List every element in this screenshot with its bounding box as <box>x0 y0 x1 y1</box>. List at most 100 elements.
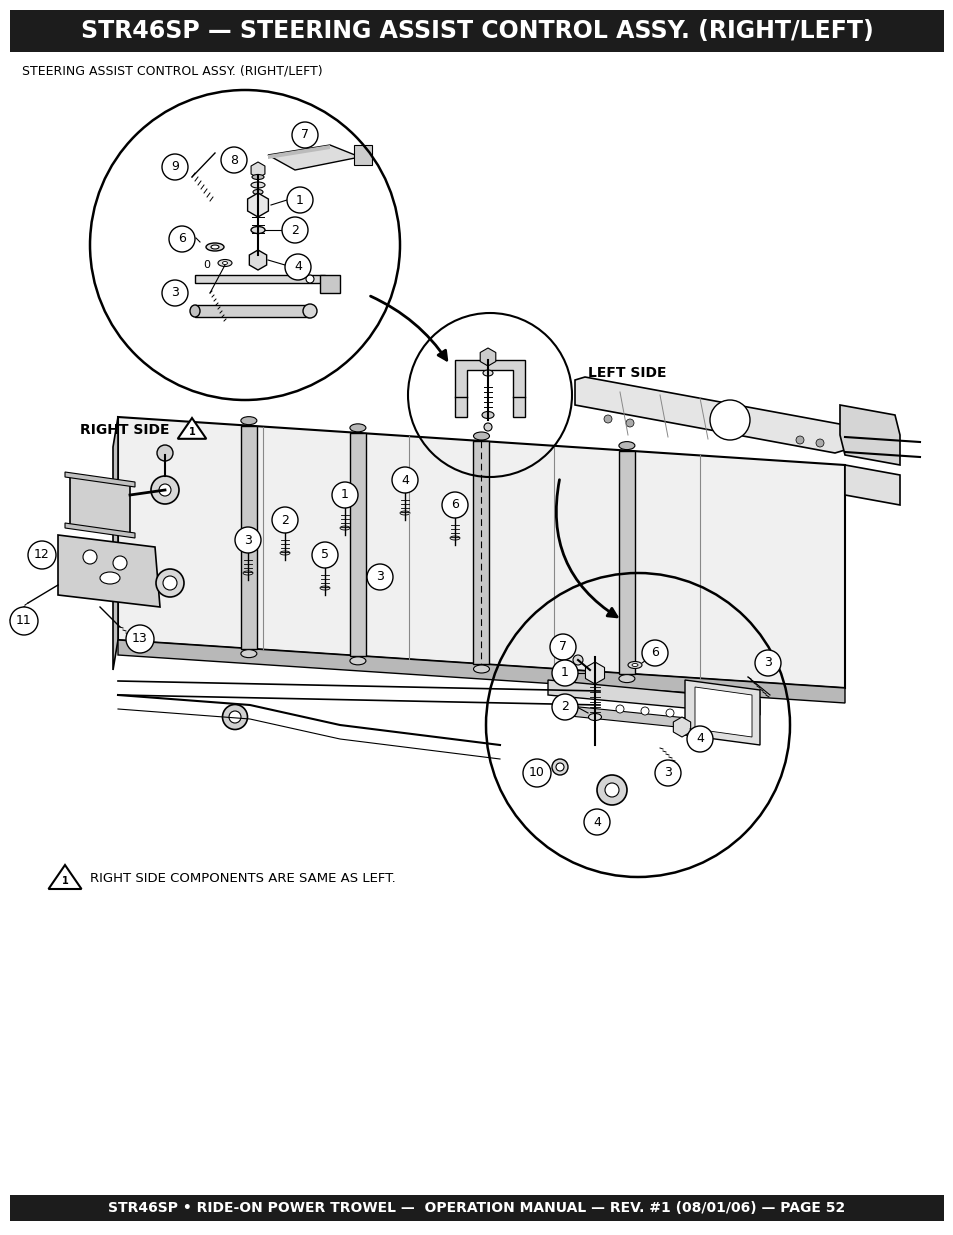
Text: 13: 13 <box>132 632 148 646</box>
Circle shape <box>234 527 261 553</box>
Polygon shape <box>319 275 339 293</box>
Text: 7: 7 <box>558 641 566 653</box>
Ellipse shape <box>350 424 366 432</box>
Ellipse shape <box>222 704 247 730</box>
Text: 1: 1 <box>341 489 349 501</box>
Ellipse shape <box>552 760 567 776</box>
Ellipse shape <box>573 655 582 664</box>
Circle shape <box>686 726 712 752</box>
Circle shape <box>221 147 247 173</box>
Circle shape <box>625 419 634 427</box>
Text: 4: 4 <box>593 815 600 829</box>
Polygon shape <box>268 144 330 159</box>
Text: 2: 2 <box>560 700 568 714</box>
Ellipse shape <box>627 662 641 668</box>
Circle shape <box>157 445 172 461</box>
Ellipse shape <box>339 526 350 530</box>
Text: 3: 3 <box>171 287 179 300</box>
Ellipse shape <box>473 664 489 673</box>
Circle shape <box>287 186 313 212</box>
Ellipse shape <box>350 657 366 664</box>
Ellipse shape <box>483 424 492 431</box>
Polygon shape <box>65 522 135 538</box>
Circle shape <box>641 640 667 666</box>
Ellipse shape <box>450 536 459 540</box>
Bar <box>354 144 372 165</box>
Ellipse shape <box>280 551 290 555</box>
Polygon shape <box>575 377 844 453</box>
Text: 6: 6 <box>451 499 458 511</box>
Polygon shape <box>268 144 359 170</box>
Ellipse shape <box>206 243 224 251</box>
Circle shape <box>441 492 468 517</box>
Circle shape <box>522 760 551 787</box>
Circle shape <box>10 606 38 635</box>
Circle shape <box>552 694 578 720</box>
Polygon shape <box>547 680 760 715</box>
Circle shape <box>754 650 781 676</box>
Text: RIGHT SIDE: RIGHT SIDE <box>80 424 170 437</box>
Ellipse shape <box>399 511 410 515</box>
Polygon shape <box>840 405 899 466</box>
Circle shape <box>550 634 576 659</box>
Ellipse shape <box>190 305 200 317</box>
Ellipse shape <box>473 432 489 440</box>
Circle shape <box>332 482 357 508</box>
Circle shape <box>272 508 297 534</box>
Circle shape <box>312 542 337 568</box>
Text: 1: 1 <box>560 667 568 679</box>
Text: STR46SP • RIDE-ON POWER TROWEL —  OPERATION MANUAL — REV. #1 (08/01/06) — PAGE 5: STR46SP • RIDE-ON POWER TROWEL — OPERATI… <box>109 1200 844 1215</box>
Text: 2: 2 <box>281 514 289 526</box>
Polygon shape <box>455 359 524 417</box>
Text: 3: 3 <box>663 767 671 779</box>
Circle shape <box>28 541 56 569</box>
Ellipse shape <box>482 370 493 375</box>
Polygon shape <box>844 466 899 505</box>
Text: 3: 3 <box>763 657 771 669</box>
Bar <box>10 1195 943 1221</box>
Ellipse shape <box>218 259 232 267</box>
Text: 3: 3 <box>244 534 252 547</box>
Polygon shape <box>684 680 760 745</box>
Text: 9: 9 <box>171 161 179 173</box>
Ellipse shape <box>222 262 227 264</box>
Circle shape <box>151 475 179 504</box>
Polygon shape <box>118 640 844 703</box>
Polygon shape <box>49 864 81 889</box>
Ellipse shape <box>156 569 184 597</box>
Polygon shape <box>194 275 325 283</box>
Ellipse shape <box>251 226 265 233</box>
Ellipse shape <box>319 585 330 590</box>
Circle shape <box>795 436 803 445</box>
Polygon shape <box>559 705 754 735</box>
Text: 3: 3 <box>375 571 383 583</box>
Circle shape <box>640 706 648 715</box>
Polygon shape <box>65 472 135 487</box>
Polygon shape <box>70 475 130 535</box>
Text: 1: 1 <box>189 427 195 437</box>
Text: 6: 6 <box>650 646 659 659</box>
Bar <box>10 10 943 52</box>
Text: 12: 12 <box>34 548 50 562</box>
Polygon shape <box>695 687 751 737</box>
Ellipse shape <box>240 416 256 425</box>
Text: STEERING ASSIST CONTROL ASSY. (RIGHT/LEFT): STEERING ASSIST CONTROL ASSY. (RIGHT/LEF… <box>22 65 322 78</box>
Circle shape <box>306 275 314 283</box>
Ellipse shape <box>303 304 316 317</box>
Polygon shape <box>618 451 635 673</box>
Ellipse shape <box>253 189 263 194</box>
Ellipse shape <box>100 572 120 584</box>
Circle shape <box>392 467 417 493</box>
Ellipse shape <box>618 674 635 683</box>
Circle shape <box>112 556 127 571</box>
Text: 0: 0 <box>203 261 211 270</box>
Ellipse shape <box>597 776 626 805</box>
Circle shape <box>616 705 623 713</box>
Circle shape <box>126 625 153 653</box>
Ellipse shape <box>229 711 241 722</box>
Circle shape <box>709 400 749 440</box>
Text: 1: 1 <box>295 194 304 206</box>
Circle shape <box>665 709 673 718</box>
Circle shape <box>367 564 393 590</box>
Circle shape <box>815 438 823 447</box>
